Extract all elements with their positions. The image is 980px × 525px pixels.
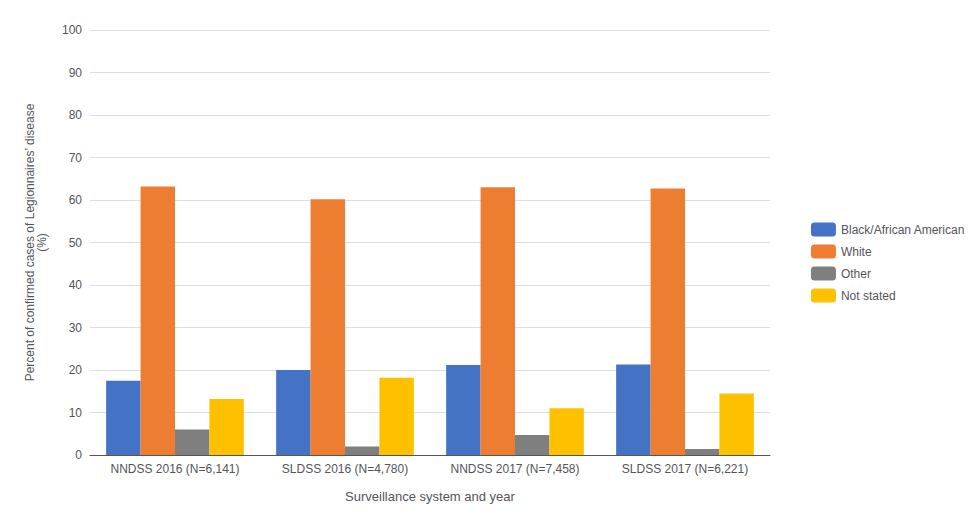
svg-text:Other: Other (841, 267, 871, 281)
svg-text:White: White (841, 245, 872, 259)
svg-text:NNDSS 2017 (N=7,458): NNDSS 2017 (N=7,458) (450, 462, 579, 476)
svg-text:Black/African American: Black/African American (841, 223, 964, 237)
svg-text:SLDSS 2016 (N=4,780): SLDSS 2016 (N=4,780) (282, 462, 408, 476)
svg-text:0: 0 (75, 448, 82, 462)
svg-text:Percent of confirmed cases of: Percent of confirmed cases of Legionnair… (23, 103, 37, 382)
svg-text:30: 30 (69, 321, 83, 335)
svg-text:40: 40 (69, 278, 83, 292)
svg-text:NNDSS 2016 (N=6,141): NNDSS 2016 (N=6,141) (110, 462, 239, 476)
svg-text:60: 60 (69, 193, 83, 207)
svg-text:90: 90 (69, 66, 83, 80)
svg-text:SLDSS 2017 (N=6,221): SLDSS 2017 (N=6,221) (622, 462, 748, 476)
svg-text:Surveillance system and year: Surveillance system and year (345, 489, 515, 504)
svg-text:70: 70 (69, 151, 83, 165)
svg-text:20: 20 (69, 363, 83, 377)
svg-text:100: 100 (62, 23, 82, 37)
svg-text:Not stated: Not stated (841, 289, 896, 303)
svg-text:80: 80 (69, 108, 83, 122)
svg-text:(%): (%) (35, 233, 49, 252)
svg-text:10: 10 (69, 406, 83, 420)
svg-text:50: 50 (69, 236, 83, 250)
